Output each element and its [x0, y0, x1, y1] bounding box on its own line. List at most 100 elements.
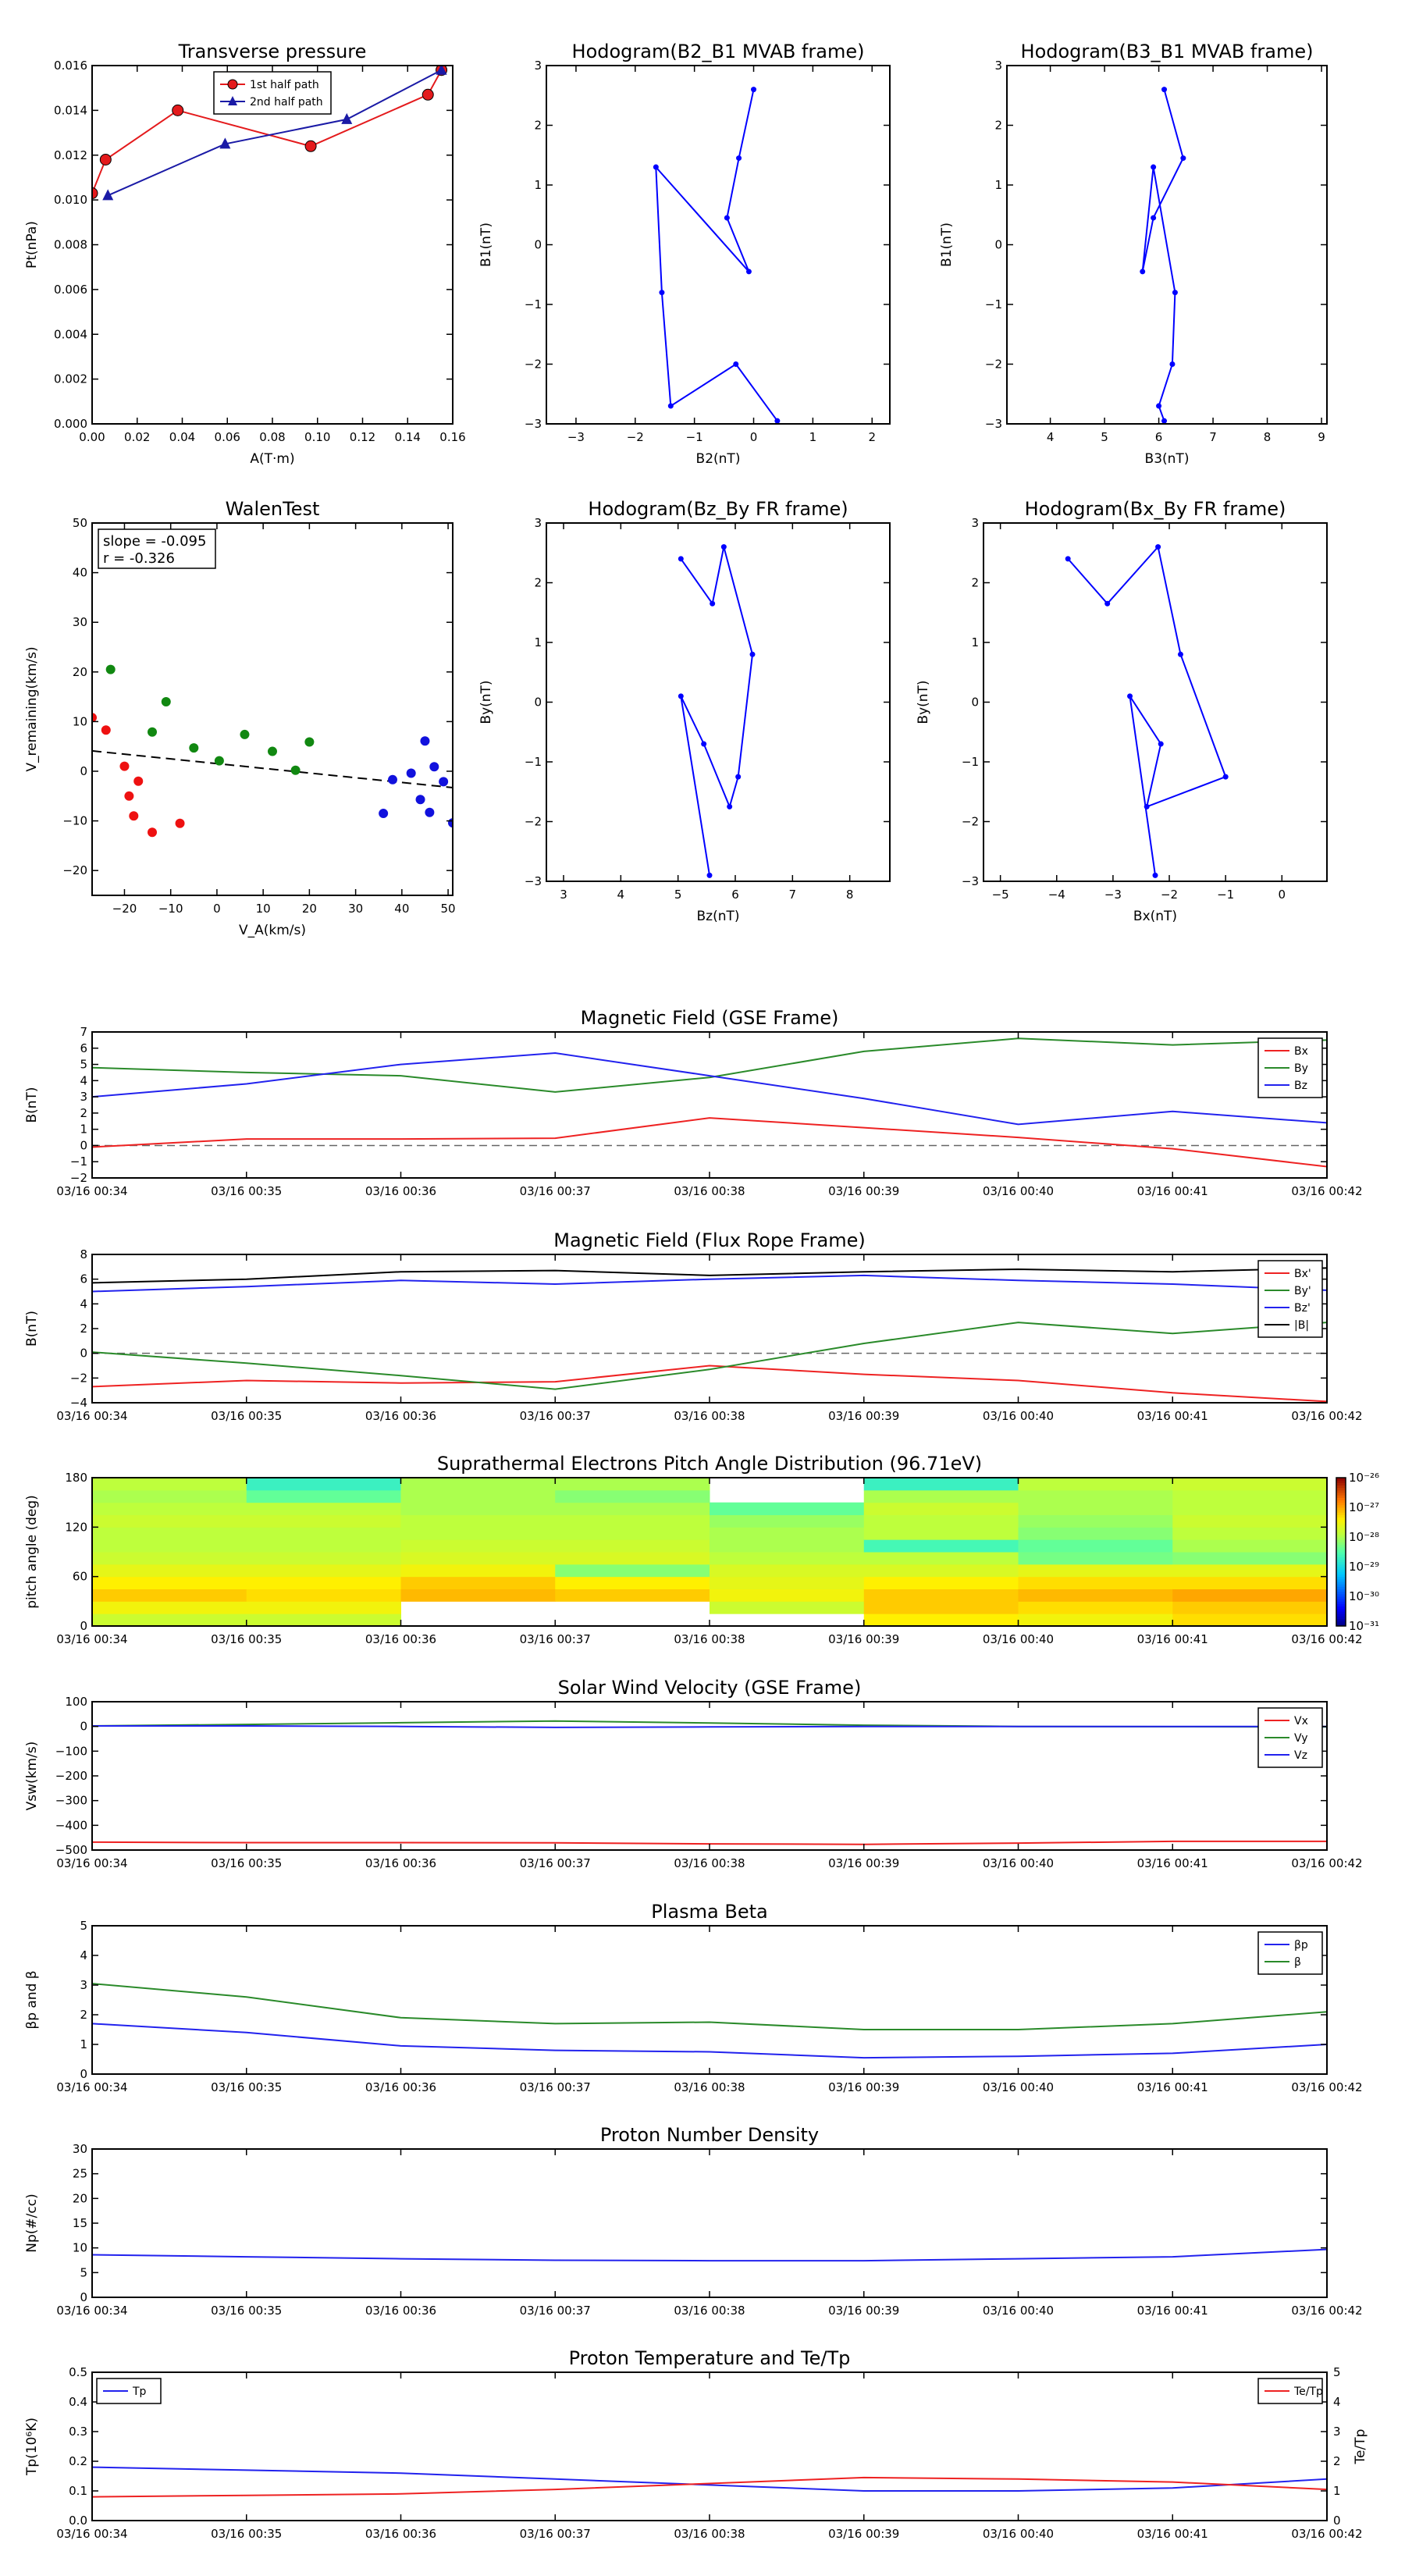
- magnetic-field-gse-frame: [91, 1031, 1328, 1179]
- time-tick-label: 03/16 00:40: [983, 1856, 1054, 1870]
- y-tick-label: 1: [80, 2037, 87, 2051]
- hodogram-point: [720, 544, 727, 550]
- heatmap-cell: [246, 1552, 401, 1565]
- y-tick-label: 0: [994, 238, 1002, 252]
- y-tick-label: 100: [65, 1695, 87, 1709]
- heatmap-cell: [1172, 1589, 1328, 1602]
- heatmap-cell: [246, 1589, 401, 1602]
- x-tick-label: 3: [560, 888, 567, 902]
- y-tick-label: 60: [73, 1570, 87, 1584]
- hodogram-b3-b1-title: Hodogram(B3_B1 MVAB frame): [1021, 41, 1314, 62]
- y-tick-label: −1: [525, 755, 542, 769]
- colorbar-cell: [1336, 1611, 1346, 1614]
- proton-density-panel: Proton Number Density 0 5 10 15 20 25 30 03/16 0…: [24, 2124, 1363, 2318]
- y-tick-label: 0: [971, 696, 979, 710]
- hodogram-point: [727, 803, 733, 809]
- heatmap-cell: [92, 1601, 247, 1614]
- heatmap-cell: [1172, 1527, 1328, 1540]
- y-tick-label: 5: [80, 1058, 87, 1072]
- solar-wind-velocity-panel: Solar Wind Velocity (GSE Frame) −500 −400 −…: [24, 1677, 1363, 1870]
- colorbar-cell: [1336, 1599, 1346, 1602]
- legend-marker: [227, 79, 238, 90]
- colorbar-cell: [1336, 1552, 1346, 1555]
- time-tick-label: 03/16 00:37: [520, 1409, 591, 1423]
- scatter-point: [119, 761, 130, 771]
- x-tick-label: 4: [1047, 430, 1055, 444]
- heatmap-cell: [710, 1514, 865, 1528]
- time-tick-label: 03/16 00:37: [520, 2080, 591, 2094]
- heatmap-cell: [1018, 1489, 1173, 1503]
- heatmap-cell: [246, 1489, 401, 1503]
- y2-tick-label: 4: [1333, 2395, 1341, 2409]
- legend-label: 1st half path: [250, 79, 319, 91]
- colorbar-cell: [1336, 1608, 1346, 1612]
- magnetic-field-fr-ylabel: B(nT): [24, 1311, 40, 1347]
- y-tick-label: 10: [73, 714, 87, 728]
- time-tick-label: 03/16 00:42: [1291, 2304, 1362, 2318]
- colorbar-cell: [1336, 1606, 1346, 1610]
- heatmap-cell: [246, 1539, 401, 1553]
- hodogram-point: [1152, 872, 1158, 878]
- x-tick-label: 0: [213, 902, 221, 916]
- heatmap-cell: [246, 1601, 401, 1614]
- colorbar-tick-label: 10⁻²⁶: [1349, 1471, 1379, 1485]
- colorbar-tick-label: 10⁻²⁷: [1349, 1500, 1379, 1514]
- by--line: [92, 1322, 1327, 1390]
- scatter-point: [406, 768, 416, 778]
- hodogram-b2-b1-title: Hodogram(B2_B1 MVAB frame): [572, 41, 865, 62]
- x-tick-label: 2: [868, 430, 876, 444]
- y-tick-label: 1: [534, 635, 542, 649]
- y-tick-label: 2: [80, 1106, 87, 1120]
- colorbar-cell: [1336, 1582, 1346, 1585]
- time-tick-label: 03/16 00:41: [1137, 2304, 1208, 2318]
- time-tick-label: 03/16 00:39: [828, 1409, 899, 1423]
- 2nd-half-path-marker: [436, 66, 447, 75]
- x-tick-label: 0.08: [259, 430, 285, 444]
- colorbar-cell: [1336, 1544, 1346, 1548]
- plasma-beta-panel: Plasma Beta 0 1 2 3 4 5 03/16 00:34 03/16 00:35 0…: [24, 1901, 1363, 2094]
- colorbar-tick-label: 10⁻²⁹: [1349, 1560, 1379, 1574]
- y-tick-label: 3: [971, 516, 979, 530]
- y-tick-label: 2: [534, 576, 542, 590]
- colorbar-cell: [1336, 1500, 1346, 1503]
- time-tick-label: 03/16 00:36: [365, 2304, 436, 2318]
- x-tick-label: 6: [731, 888, 739, 902]
- x-tick-label: −4: [1048, 888, 1065, 902]
- colorbar-cell: [1336, 1621, 1346, 1624]
- x-tick-label: 0.00: [79, 430, 105, 444]
- time-tick-label: 03/16 00:34: [56, 1632, 127, 1646]
- hodogram-point: [1155, 544, 1161, 550]
- y-tick-label: 1: [534, 178, 542, 192]
- proton-density-frame: [91, 2148, 1328, 2298]
- x-tick-label: 7: [789, 888, 797, 902]
- time-tick-label: 03/16 00:41: [1137, 2080, 1208, 2094]
- scatter-point: [189, 743, 199, 753]
- heatmap-cell: [400, 1478, 556, 1491]
- walen-test-panel: WalenTest −20 −10 0 10 20 30 40 50 −20 −10 0 10 20 30 4…: [24, 498, 456, 938]
- heatmap-cell: [555, 1552, 710, 1565]
- heatmap-cell: [400, 1564, 556, 1578]
- hodogram-bx-by-xlabel: Bx(nT): [1133, 909, 1177, 924]
- colorbar-cell: [1336, 1539, 1346, 1542]
- x-tick-label: 0: [1279, 888, 1286, 902]
- pitch-angle-distribution-ylabel: pitch angle (deg): [24, 1495, 40, 1609]
- y-tick-label: 0.016: [54, 59, 87, 73]
- y-tick-label: 3: [534, 516, 542, 530]
- heatmap-cell: [555, 1502, 710, 1515]
- x-tick-label: −1: [686, 430, 703, 444]
- y-tick-label: 0.006: [54, 283, 87, 297]
- hodogram-point: [1151, 215, 1157, 221]
- x-tick-label: 0.04: [169, 430, 195, 444]
- heatmap-cell: [1018, 1478, 1173, 1491]
- scatter-point: [148, 827, 157, 838]
- legend-label: Bx: [1294, 1045, 1308, 1058]
- hodogram-point: [667, 403, 674, 409]
- colorbar-cell: [1336, 1527, 1346, 1530]
- legend-label: Tp: [132, 2386, 147, 2398]
- plasma-beta-ylabel: βp and β: [24, 1970, 40, 2029]
- y2-tick-label: 0: [1333, 2514, 1341, 2528]
- colorbar-cell: [1336, 1576, 1346, 1580]
- colorbar-cell: [1336, 1557, 1346, 1560]
- hodogram-point: [735, 774, 742, 780]
- x-tick-label: 7: [1209, 430, 1217, 444]
